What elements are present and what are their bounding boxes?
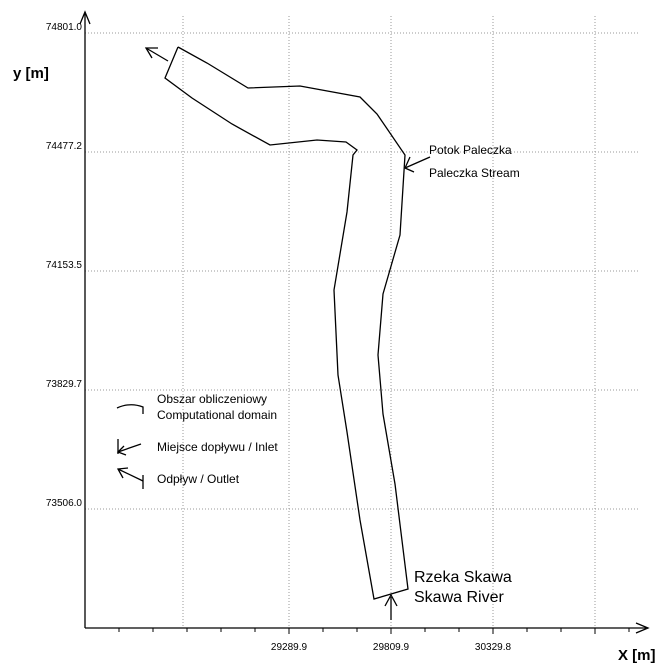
x-tick-labels: 29289.9 29809.9 30329.8 [271, 642, 512, 653]
y-tick-label: 73829.7 [46, 379, 83, 390]
computational-domain-outline [164, 46, 409, 600]
y-tick-label: 73506.0 [46, 498, 83, 509]
y-axis-title: y [m] [13, 65, 49, 82]
x-axis-arrow-icon [635, 622, 650, 634]
y-tick-labels: 74801.0 74477.2 74153.5 73829.7 73506.0 [46, 22, 83, 509]
x-axis-title: X [m] [618, 647, 656, 664]
stream-inlet-arrow-icon [404, 156, 431, 173]
y-tick-label: 74801.0 [46, 22, 83, 33]
legend: Obszar obliczeniowy Computational domain… [116, 392, 278, 489]
legend-inlet-label: Miejsce dopływu / Inlet [157, 440, 278, 454]
river-inlet-arrow-icon [384, 593, 398, 620]
stream-label-en: Paleczka Stream [429, 166, 520, 180]
legend-inlet-arrow-icon [116, 439, 142, 456]
x-tick-label: 30329.8 [475, 642, 512, 653]
legend-outlet-label: Odpływ / Outlet [157, 472, 240, 486]
outlet-arrow-icon [144, 47, 169, 62]
legend-outlet-arrow-icon [116, 467, 144, 489]
stream-label-pl: Potok Paleczka [429, 143, 512, 157]
y-tick-label: 74477.2 [46, 141, 83, 152]
legend-domain-label-pl: Obszar obliczeniowy [157, 392, 267, 406]
grid [85, 16, 640, 628]
legend-domain-line-icon [116, 404, 144, 414]
axes [79, 10, 650, 634]
y-axis-arrow-icon [79, 10, 91, 25]
legend-domain-label-en: Computational domain [157, 408, 277, 422]
y-tick-label: 74153.5 [46, 260, 83, 271]
x-tick-label: 29809.9 [373, 642, 410, 653]
x-tick-label: 29289.9 [271, 642, 308, 653]
river-label-en: Skawa River [414, 589, 504, 606]
river-label-pl: Rzeka Skawa [414, 569, 512, 586]
